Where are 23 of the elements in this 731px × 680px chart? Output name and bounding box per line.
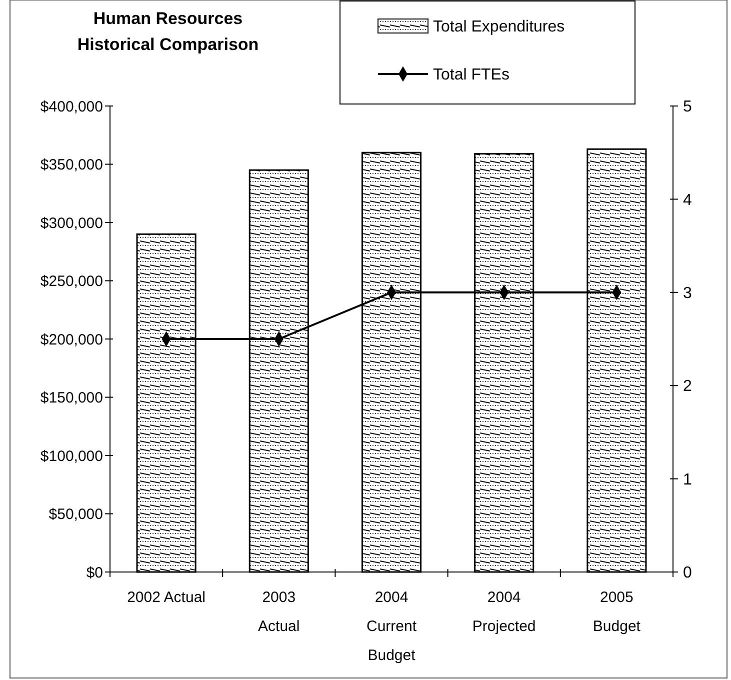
- y2-tick-label: 2: [683, 378, 692, 396]
- legend-label: Total Expenditures: [433, 18, 565, 36]
- x-tick-label: 2005 Budget: [592, 589, 642, 635]
- y-tick-label: $200,000: [40, 331, 103, 348]
- legend-label: Total FTEs: [433, 66, 510, 84]
- y2-tick-label: 4: [683, 192, 692, 209]
- y2-tick-label: 0: [683, 564, 692, 582]
- x-tick-label: 2002 Actual: [127, 589, 206, 606]
- y-tick-label: $100,000: [40, 448, 103, 465]
- y2-tick-label: 3: [683, 285, 692, 302]
- y-tick-label: $50,000: [48, 506, 103, 523]
- x-tick-label: 2004 Current Budget: [366, 589, 418, 664]
- y-tick-label: $300,000: [40, 214, 103, 232]
- y-tick-label: $350,000: [40, 156, 103, 174]
- y-tick-label: $400,000: [40, 98, 103, 116]
- y2-tick-label: 5: [683, 98, 692, 116]
- y-tick-label: $250,000: [40, 273, 103, 290]
- x-tick-label: 2004 Projected: [472, 589, 536, 635]
- y2-tick-label: 1: [683, 471, 692, 488]
- chart-title: Human Resources Historical Comparison: [77, 9, 259, 54]
- y-tick-label: $0: [86, 564, 103, 582]
- x-tick-label: 2003 Actual: [258, 589, 300, 635]
- y-tick-label: $150,000: [40, 390, 103, 406]
